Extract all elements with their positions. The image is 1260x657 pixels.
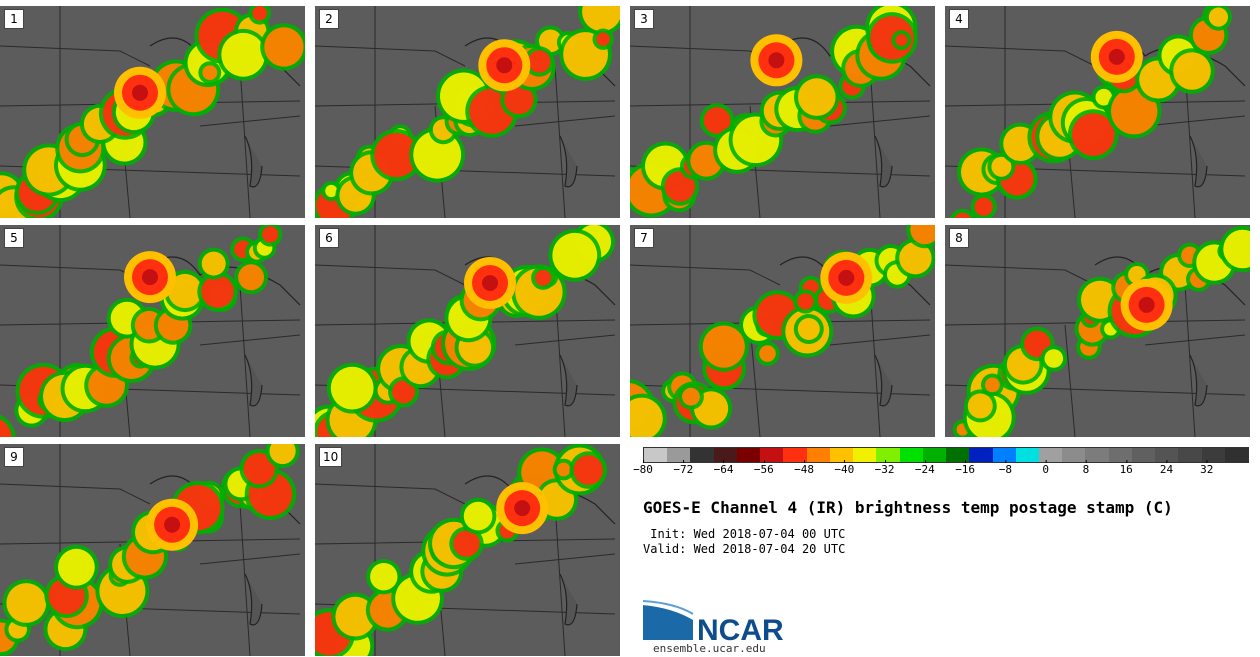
colorbar-segment: [922, 448, 947, 462]
colorbar-tick-label: 16: [1119, 460, 1133, 476]
colorbar-segment: [1131, 448, 1156, 462]
ensemble-member-panel: 10: [315, 444, 620, 656]
colorbar-segment: [1224, 448, 1249, 462]
colorbar-tick-label: −32: [874, 460, 895, 476]
ensemble-member-panel: 4: [945, 6, 1250, 218]
colorbar-segment: [1201, 448, 1225, 462]
panel-number: 1: [4, 9, 24, 29]
ncar-logo: NCAR: [643, 600, 784, 645]
panel-number: 3: [634, 9, 654, 29]
panel-number: 6: [319, 228, 339, 248]
ensemble-member-panel: 2: [315, 6, 620, 218]
colorbar-tick-label: −80: [633, 460, 653, 476]
colorbar-segment: [736, 448, 761, 462]
colorbar-segment: [946, 448, 970, 462]
ensemble-member-panel: 7: [630, 225, 935, 437]
colorbar-segment: [760, 448, 784, 462]
panel-number: 8: [949, 228, 969, 248]
colorbar-segment: [1062, 448, 1086, 462]
init-time: Init: Wed 2018-07-04 00 UTC: [643, 527, 846, 541]
colorbar-tick-label: 32: [1200, 460, 1214, 476]
colorbar-tick-label: −40: [834, 460, 855, 476]
colorbar-segment: [1108, 448, 1132, 462]
colorbar-segment: [969, 448, 993, 462]
ensemble-member-panel: 6: [315, 225, 620, 437]
colorbar-segment: [853, 448, 877, 462]
ensemble-member-panel: 1: [0, 6, 305, 218]
colorbar-segment: [1178, 448, 1202, 462]
colorbar-segment: [806, 448, 830, 462]
colorbar-segment: [667, 448, 691, 462]
colorbar-segment: [899, 448, 923, 462]
colorbar-segment: [1085, 448, 1109, 462]
colorbar-tick-label: 24: [1159, 460, 1174, 476]
panel-number: 5: [4, 228, 24, 248]
panel-number: 2: [319, 9, 339, 29]
colorbar-tick-label: −48: [794, 460, 814, 476]
colorbar-tick-label: −8: [998, 460, 1013, 476]
colorbar-tick-label: −64: [713, 460, 734, 476]
colorbar-tick-label: −56: [753, 460, 774, 476]
colorbar-segment: [992, 448, 1016, 462]
colorbar-segment: [783, 448, 807, 462]
site-url: ensemble.ucar.edu: [653, 642, 766, 655]
panel-number: 4: [949, 9, 969, 29]
ncar-logo-text: NCAR: [697, 614, 784, 645]
colorbar-ticks: −80 −72 −64 −56 −48 −40 −32 −24 −16 −8 0 8 16 24 32: [633, 460, 1247, 481]
colorbar-segment: [876, 448, 900, 462]
colorbar-tick-label: −16: [955, 460, 976, 476]
panel-number: 10: [319, 447, 343, 467]
ensemble-member-panel: 8: [945, 225, 1250, 437]
panel-number: 7: [634, 228, 654, 248]
colorbar-segment: [829, 448, 854, 462]
valid-time: Valid: Wed 2018-07-04 20 UTC: [643, 542, 846, 556]
ensemble-member-panel: 3: [630, 6, 935, 218]
colorbar-tick-label: 8: [1082, 460, 1090, 476]
colorbar-segment: [1015, 448, 1039, 462]
ensemble-member-panel: 9: [0, 444, 305, 656]
colorbar-segment: [644, 448, 668, 462]
colorbar-segment: [1038, 448, 1063, 462]
figure-title: GOES-E Channel 4 (IR) brightness temp po…: [643, 498, 1173, 517]
colorbar-segment: [713, 448, 737, 462]
panel-number: 9: [4, 447, 24, 467]
colorbar: [643, 447, 1249, 463]
colorbar-tick-label: −72: [673, 460, 694, 476]
colorbar-tick-label: 0: [1042, 460, 1049, 476]
ensemble-member-panel: 5: [0, 225, 305, 437]
colorbar-segment: [1155, 448, 1179, 462]
colorbar-segment: [690, 448, 714, 462]
colorbar-tick-label: −24: [914, 460, 935, 476]
